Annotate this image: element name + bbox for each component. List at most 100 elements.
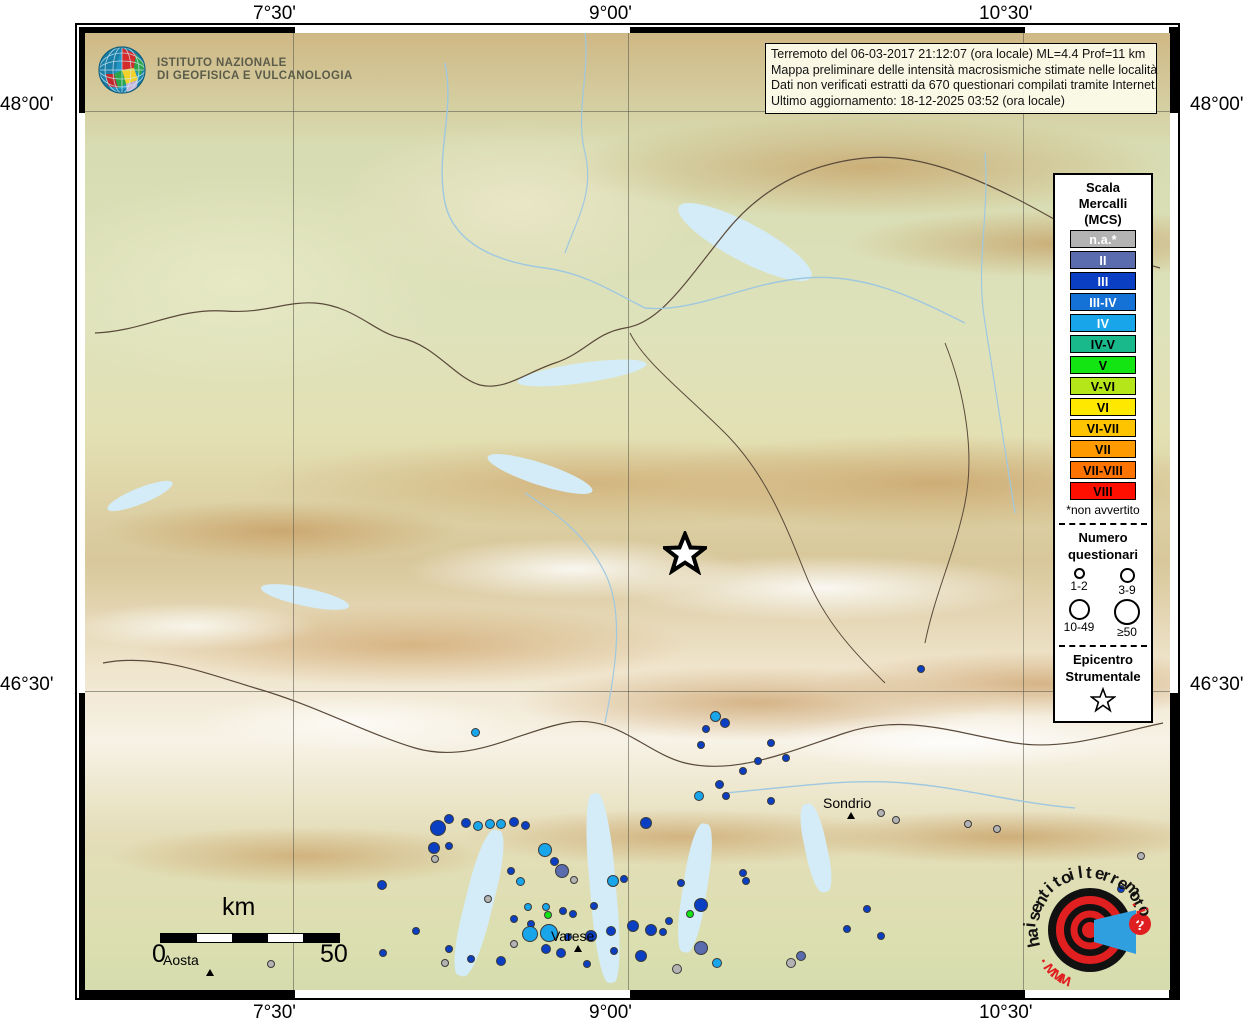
intensity-point[interactable] xyxy=(659,928,667,936)
intensity-point[interactable] xyxy=(412,927,420,935)
intensity-point[interactable] xyxy=(509,817,519,827)
intensity-point[interactable] xyxy=(620,875,628,883)
intensity-point[interactable] xyxy=(742,877,750,885)
intensity-point[interactable] xyxy=(585,930,597,942)
intensity-point[interactable] xyxy=(627,920,639,932)
intensity-point[interactable] xyxy=(524,903,532,911)
intensity-point[interactable] xyxy=(712,958,722,968)
intensity-point[interactable] xyxy=(496,956,506,966)
intensity-point[interactable] xyxy=(863,905,871,913)
event-info-box: Terremoto del 06-03-2017 21:12:07 (ora l… xyxy=(765,43,1158,114)
intensity-point[interactable] xyxy=(583,960,591,968)
intensity-point[interactable] xyxy=(877,932,885,940)
intensity-point[interactable] xyxy=(541,944,551,954)
intensity-point[interactable] xyxy=(709,710,721,722)
intensity-point[interactable] xyxy=(964,820,972,828)
intensity-point[interactable] xyxy=(686,910,694,918)
intensity-point[interactable] xyxy=(645,924,657,936)
intensity-point[interactable] xyxy=(694,941,708,955)
intensity-point[interactable] xyxy=(470,727,480,737)
intensity-point[interactable] xyxy=(431,855,439,863)
scale-unit-label: km xyxy=(222,893,256,921)
frame-tick xyxy=(630,989,1025,998)
intensity-point[interactable] xyxy=(559,907,567,915)
intensity-point[interactable] xyxy=(917,665,925,673)
scale-bar xyxy=(160,933,340,943)
intensity-point[interactable] xyxy=(607,875,619,887)
intensity-point[interactable] xyxy=(267,960,275,968)
intensity-point[interactable] xyxy=(542,903,550,911)
intensity-point[interactable] xyxy=(540,924,558,942)
intensity-point[interactable] xyxy=(564,933,572,941)
intensity-point[interactable] xyxy=(722,792,730,800)
intensity-point[interactable] xyxy=(993,825,1001,833)
intensity-point[interactable] xyxy=(786,958,796,968)
intensity-point[interactable] xyxy=(461,818,471,828)
intensity-point[interactable] xyxy=(430,820,446,836)
intensity-point[interactable] xyxy=(892,816,900,824)
questionnaire-circle-icon xyxy=(1114,599,1140,625)
intensity-point[interactable] xyxy=(570,876,578,884)
intensity-point[interactable] xyxy=(720,718,730,728)
intensity-point[interactable] xyxy=(714,779,724,789)
intensity-point[interactable] xyxy=(665,917,673,925)
intensity-point[interactable] xyxy=(377,880,387,890)
intensity-point[interactable] xyxy=(1117,885,1125,893)
intensity-point[interactable] xyxy=(754,757,762,765)
questionnaire-size-item: 1-2 xyxy=(1055,566,1103,597)
intensity-point[interactable] xyxy=(444,814,454,824)
city-label-sondrio: Sondrio xyxy=(823,795,872,811)
intensity-point[interactable] xyxy=(522,926,538,942)
intensity-point[interactable] xyxy=(610,947,618,955)
intensity-point[interactable] xyxy=(510,915,518,923)
intensity-point[interactable] xyxy=(739,869,747,877)
intensity-point[interactable] xyxy=(677,879,685,887)
intensity-point[interactable] xyxy=(549,856,559,866)
intensity-point[interactable] xyxy=(556,948,566,958)
intensity-point[interactable] xyxy=(640,817,652,829)
intensity-point[interactable] xyxy=(569,910,577,918)
legend-swatch: VIII xyxy=(1070,482,1136,500)
intensity-point[interactable] xyxy=(767,739,775,747)
watermark-char: t xyxy=(1085,862,1093,883)
map-canvas[interactable] xyxy=(85,33,1170,990)
intensity-point[interactable] xyxy=(606,926,616,936)
intensity-point[interactable] xyxy=(877,809,885,817)
intensity-point[interactable] xyxy=(635,950,647,962)
intensity-point[interactable] xyxy=(496,819,506,829)
intensity-point[interactable] xyxy=(544,911,552,919)
intensity-point[interactable] xyxy=(510,940,518,948)
intensity-point[interactable] xyxy=(672,964,682,974)
intensity-point[interactable] xyxy=(467,955,475,963)
intensity-point[interactable] xyxy=(767,797,775,805)
watermark-char: a xyxy=(1022,928,1043,939)
intensity-point[interactable] xyxy=(694,791,704,801)
intensity-point[interactable] xyxy=(473,821,483,831)
intensity-point[interactable] xyxy=(441,959,449,967)
intensity-point[interactable] xyxy=(702,725,710,733)
intensity-point[interactable] xyxy=(428,842,440,854)
intensity-point[interactable] xyxy=(515,876,525,886)
intensity-point[interactable] xyxy=(739,767,747,775)
intensity-point[interactable] xyxy=(782,754,790,762)
intensity-point[interactable] xyxy=(590,902,598,910)
intensity-point[interactable] xyxy=(445,945,453,953)
scale-segment xyxy=(196,934,233,942)
intensity-point[interactable] xyxy=(538,843,552,857)
intensity-point[interactable] xyxy=(796,951,806,961)
intensity-point[interactable] xyxy=(520,820,530,830)
intensity-point[interactable] xyxy=(697,741,705,749)
epicenter-star-icon xyxy=(659,528,711,580)
intensity-point[interactable] xyxy=(507,867,515,875)
intensity-point[interactable] xyxy=(485,819,495,829)
intensity-point[interactable] xyxy=(484,895,492,903)
intensity-point[interactable] xyxy=(1137,852,1145,860)
intensity-point[interactable] xyxy=(694,898,708,912)
lat-tick-label: 46°30' xyxy=(1190,674,1244,695)
intensity-point[interactable] xyxy=(379,949,387,957)
intensity-point[interactable] xyxy=(555,864,569,878)
lon-tick-label: 9°00' xyxy=(589,3,632,24)
intensity-point[interactable] xyxy=(445,842,453,850)
intensity-point[interactable] xyxy=(843,925,851,933)
